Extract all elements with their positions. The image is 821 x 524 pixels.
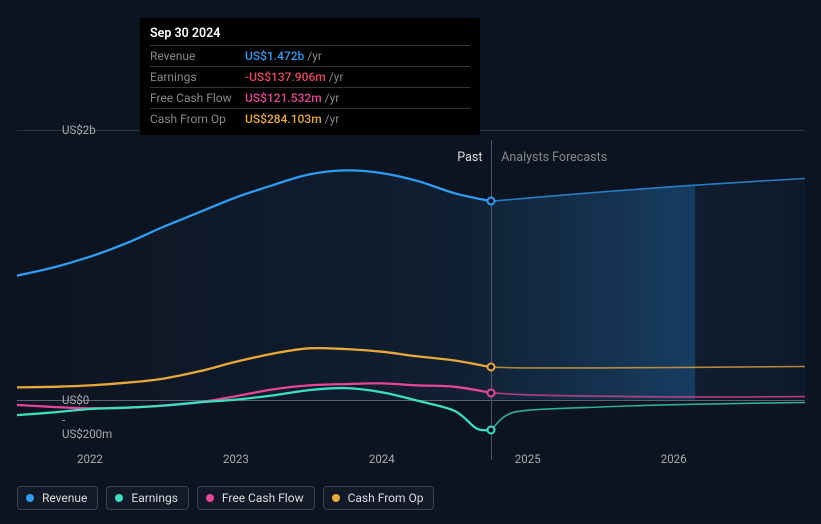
tooltip-value: US$1.472b (245, 48, 304, 64)
legend: Revenue Earnings Free Cash Flow Cash From O… (17, 486, 434, 510)
legend-item-earnings[interactable]: Earnings (106, 486, 189, 510)
tooltip-unit: /yr (307, 48, 322, 64)
tooltip-unit: /yr (329, 69, 344, 85)
legend-item-revenue[interactable]: Revenue (17, 486, 98, 510)
tooltip-label: Cash From Op (150, 111, 245, 127)
legend-dot-icon (26, 494, 34, 502)
tooltip-unit: /yr (325, 111, 340, 127)
marker-earnings (487, 425, 496, 434)
plot-area[interactable]: US$2bUS$0-US$200m 20222023202420252026 P… (17, 130, 805, 470)
legend-label: Cash From Op (348, 491, 424, 505)
legend-label: Revenue (42, 491, 87, 505)
marker-fcf (487, 388, 496, 397)
marker-cfo (487, 363, 496, 372)
forecast-label: Analysts Forecasts (501, 150, 607, 165)
tooltip-value: US$284.103m (245, 111, 322, 127)
marker-revenue (487, 197, 496, 206)
chart-lines (17, 130, 805, 470)
tooltip-row: Earnings-US$137.906m/yr (150, 66, 470, 87)
tooltip-row: Cash From OpUS$284.103m/yr (150, 108, 470, 129)
tooltip-unit: /yr (325, 90, 340, 106)
chart-container: Sep 30 2024 RevenueUS$1.472b/yrEarnings-… (0, 0, 821, 524)
legend-dot-icon (206, 494, 214, 502)
legend-item-fcf[interactable]: Free Cash Flow (197, 486, 315, 510)
legend-label: Earnings (131, 491, 178, 505)
tooltip-value: -US$137.906m (245, 69, 326, 85)
legend-dot-icon (115, 494, 123, 502)
tooltip-date: Sep 30 2024 (150, 26, 470, 45)
tooltip-label: Revenue (150, 48, 245, 64)
tooltip-label: Free Cash Flow (150, 90, 245, 106)
legend-item-cfo[interactable]: Cash From Op (323, 486, 435, 510)
tooltip: Sep 30 2024 RevenueUS$1.472b/yrEarnings-… (140, 18, 480, 135)
tooltip-row: Free Cash FlowUS$121.532m/yr (150, 87, 470, 108)
legend-dot-icon (332, 494, 340, 502)
legend-label: Free Cash Flow (222, 491, 304, 505)
tooltip-row: RevenueUS$1.472b/yr (150, 45, 470, 66)
tooltip-label: Earnings (150, 69, 245, 85)
past-label: Past (457, 150, 482, 165)
tooltip-value: US$121.532m (245, 90, 322, 106)
